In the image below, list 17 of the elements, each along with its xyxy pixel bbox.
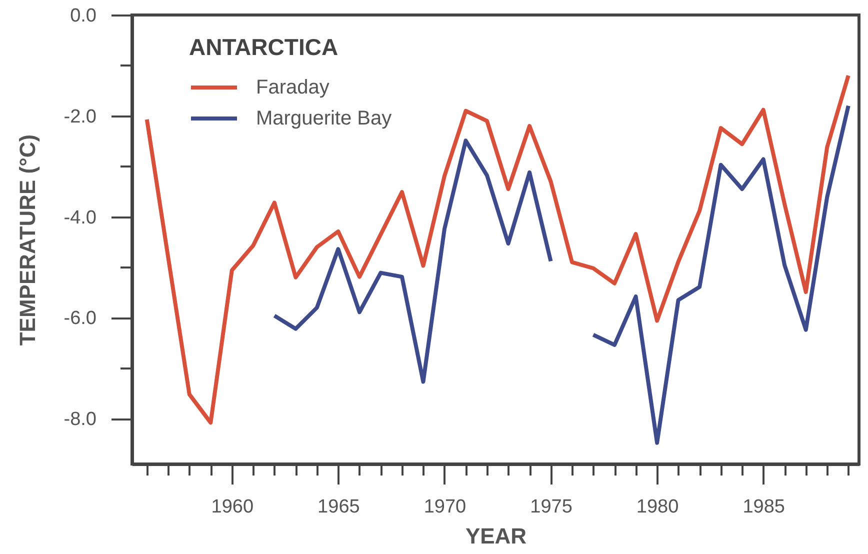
y-axis-title: TEMPERATURE (°C)	[14, 134, 40, 346]
line-series	[144, 74, 850, 425]
legend-label: Faraday	[256, 76, 330, 98]
y-tick-label: -8.0	[64, 409, 96, 430]
x-tick-label: 1985	[742, 496, 785, 518]
y-tick-label: -6.0	[64, 308, 96, 330]
x-tick-label: 1960	[211, 496, 254, 518]
y-tick-label: 0.0	[70, 6, 96, 26]
legend-label: Marguerite Bay	[256, 108, 392, 130]
legend-title: ANTARCTICA	[189, 34, 338, 60]
x-tick-label: 1970	[424, 496, 466, 518]
x-axis-title: YEAR	[465, 524, 527, 548]
x-tick-label: 1980	[636, 496, 679, 518]
y-tick-label: -2.0	[64, 106, 96, 128]
y-tick-label: -4.0	[64, 207, 96, 228]
x-tick-label: 1965	[318, 496, 360, 518]
x-tick-label: 1975	[530, 496, 572, 518]
